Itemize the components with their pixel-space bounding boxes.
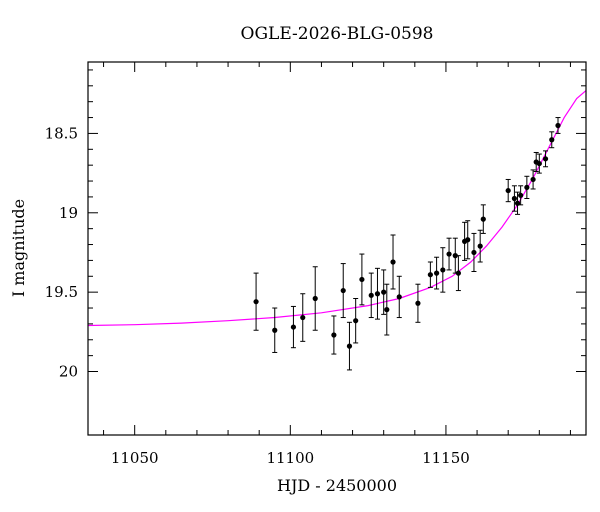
data-point: [331, 332, 337, 338]
y-tick-label: 18.5: [45, 124, 78, 142]
data-point: [290, 324, 297, 330]
data-points: [253, 117, 561, 371]
data-point: [300, 314, 306, 321]
axis-ticks: [88, 62, 586, 435]
data-point: [536, 160, 542, 167]
data-point: [511, 195, 518, 202]
data-point: [465, 237, 471, 243]
data-point: [253, 299, 259, 305]
data-point: [455, 270, 461, 276]
plot-frame: [87, 61, 587, 436]
data-point: [477, 243, 483, 249]
data-point: [353, 318, 359, 324]
data-point: [434, 270, 440, 276]
x-axis-label: HJD - 2450000: [277, 476, 397, 495]
data-point: [384, 307, 390, 313]
data-point: [312, 295, 318, 302]
chart-title: OGLE-2026-BLG-0598: [241, 24, 434, 44]
x-tick-label: 11050: [111, 449, 159, 467]
data-point: [381, 289, 387, 295]
data-point: [368, 292, 374, 298]
data-point: [549, 137, 555, 143]
data-point: [390, 259, 396, 265]
data-point: [396, 294, 402, 300]
data-point: [374, 291, 381, 297]
data-point: [272, 327, 278, 333]
y-axis-label: I magnitude: [9, 199, 28, 297]
data-point: [427, 272, 433, 278]
data-point: [505, 187, 511, 194]
x-tick-label: 11150: [422, 449, 470, 467]
data-point: [446, 251, 452, 257]
x-tick-label: 11100: [266, 449, 314, 467]
data-point: [480, 216, 486, 222]
y-tick-label: 19: [59, 204, 78, 222]
data-point: [542, 156, 549, 162]
data-point: [555, 122, 561, 129]
data-point: [415, 300, 421, 306]
data-point: [359, 276, 365, 283]
data-point: [524, 184, 530, 190]
y-tick-label: 19.5: [45, 283, 78, 301]
model-curve: [87, 90, 587, 327]
data-point: [340, 287, 346, 294]
tick-labels: 11050 11100 11150 18.5 19 19.5 20: [45, 124, 470, 467]
data-point: [346, 343, 353, 349]
data-point: [440, 267, 446, 273]
data-point: [471, 249, 477, 256]
data-point: [518, 192, 524, 198]
y-tick-label: 20: [59, 363, 78, 381]
data-point: [452, 253, 458, 259]
data-point: [530, 176, 536, 183]
